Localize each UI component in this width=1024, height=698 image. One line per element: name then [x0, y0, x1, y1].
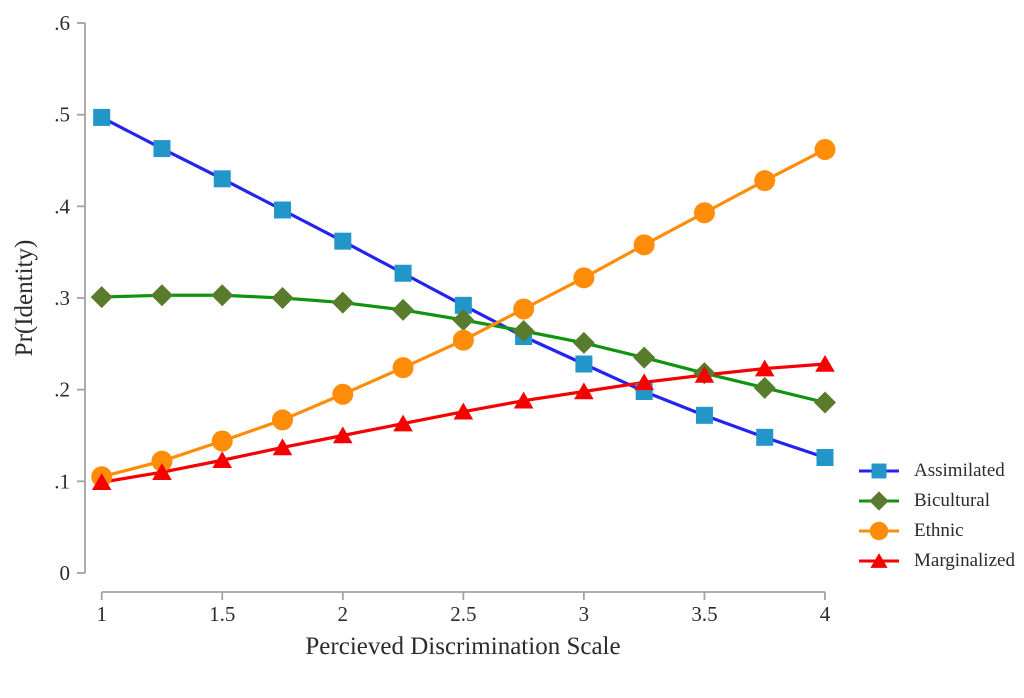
y-axis-title: Pr(Identity) — [11, 239, 38, 357]
y-tick-label: .4 — [54, 194, 70, 218]
y-tick-label: .5 — [54, 103, 70, 127]
marker-ethnic-circle-icon — [151, 450, 173, 472]
marker-bicultural-diamond-icon — [150, 284, 173, 307]
legend-label: Assimilated — [914, 460, 1005, 481]
marker-marginalized-triangle-icon — [694, 366, 715, 383]
legend: Assimilated Bicultural Ethnic Marginalized — [857, 459, 1015, 573]
legend-key-assimilated — [859, 463, 899, 479]
x-tick-label: 4 — [820, 602, 831, 626]
marker-assimilated-square-icon — [274, 201, 292, 219]
marker-bicultural-diamond-icon — [392, 298, 415, 321]
marker-marginalized-triangle-icon — [393, 414, 413, 432]
legend-item-bicultural: Bicultural — [857, 489, 1015, 513]
legend-item-marginalized: Marginalized — [857, 549, 1015, 573]
marker-ethnic-circle-icon — [693, 202, 715, 224]
marker-bicultural-diamond-icon — [331, 291, 354, 314]
marker-marginalized-triangle-icon — [152, 463, 172, 480]
marker-bicultural-diamond-icon — [572, 331, 595, 354]
marker-assimilated-square-icon — [454, 296, 472, 314]
marker-ethnic-circle-icon — [392, 357, 414, 379]
marker-assimilated-square-icon — [816, 449, 834, 466]
y-tick-label: 0 — [60, 561, 71, 585]
marker-assimilated-square-icon — [695, 406, 713, 424]
x-tick-label: 3.5 — [691, 602, 717, 626]
legend-marker-assimilated-square-icon — [871, 463, 887, 479]
legend-item-ethnic: Ethnic — [857, 519, 1015, 543]
marker-bicultural-diamond-icon — [512, 320, 535, 342]
marker-bicultural-diamond-icon — [211, 284, 234, 307]
legend-label: Bicultural — [914, 490, 990, 511]
marker-bicultural-diamond-icon — [90, 286, 113, 309]
marker-ethnic-circle-icon — [211, 430, 233, 452]
marker-marginalized-triangle-icon — [634, 373, 654, 391]
legend-key-ethnic — [859, 521, 899, 541]
legend-key-marginalized — [859, 553, 899, 568]
marker-marginalized-triangle-icon — [815, 355, 835, 372]
marker-marginalized-triangle-icon — [453, 402, 474, 420]
marker-ethnic-circle-icon — [452, 329, 474, 351]
marker-assimilated-square-icon — [394, 264, 412, 282]
marker-ethnic-circle-icon — [272, 409, 294, 431]
legend-marker-ethnic-circle-icon — [869, 521, 889, 541]
y-tick-label: .1 — [54, 469, 70, 493]
legend-marker-bicultural-diamond-icon — [869, 491, 889, 511]
marker-assimilated-square-icon — [93, 108, 111, 126]
marker-marginalized-triangle-icon — [574, 382, 594, 400]
marker-bicultural-diamond-icon — [452, 309, 475, 331]
marker-marginalized-triangle-icon — [91, 473, 112, 491]
marker-marginalized-triangle-icon — [272, 438, 293, 456]
x-tick-label: 1.5 — [209, 602, 235, 626]
marker-bicultural-diamond-icon — [753, 376, 776, 399]
marker-ethnic-circle-icon — [633, 234, 655, 256]
x-tick-label: 1 — [96, 602, 107, 626]
marker-marginalized-triangle-icon — [333, 426, 353, 444]
y-tick-label: .2 — [54, 378, 70, 402]
x-tick-label: 3 — [579, 602, 590, 626]
marker-assimilated-square-icon — [575, 355, 593, 373]
marker-bicultural-diamond-icon — [271, 287, 294, 309]
legend-item-assimilated: Assimilated — [857, 459, 1015, 483]
marker-marginalized-triangle-icon — [513, 391, 534, 409]
marker-ethnic-circle-icon — [814, 139, 836, 160]
marker-assimilated-square-icon — [756, 428, 774, 446]
x-tick-label: 2 — [338, 602, 349, 626]
legend-marker-marginalized-triangle-icon — [870, 553, 888, 568]
marker-marginalized-triangle-icon — [212, 451, 233, 469]
legend-key-bicultural — [859, 491, 899, 511]
marker-marginalized-triangle-icon — [754, 359, 775, 377]
marker-bicultural-diamond-icon — [633, 346, 656, 369]
marker-ethnic-circle-icon — [513, 298, 535, 320]
marker-assimilated-square-icon — [213, 170, 231, 188]
marker-ethnic-circle-icon — [573, 267, 595, 289]
x-axis-title: Percieved Discrimination Scale — [305, 633, 621, 660]
marker-ethnic-circle-icon — [754, 170, 776, 192]
legend-label: Marginalized — [914, 550, 1015, 571]
legend-label: Ethnic — [914, 520, 964, 541]
series-line-marginalized — [101, 362, 826, 484]
marker-ethnic-circle-icon — [332, 383, 354, 405]
marker-assimilated-square-icon — [153, 140, 171, 158]
y-tick-label: .3 — [54, 286, 70, 310]
marker-bicultural-diamond-icon — [814, 391, 836, 414]
y-tick-label: .6 — [54, 11, 70, 35]
x-tick-label: 2.5 — [450, 602, 476, 626]
marker-assimilated-square-icon — [334, 232, 352, 250]
